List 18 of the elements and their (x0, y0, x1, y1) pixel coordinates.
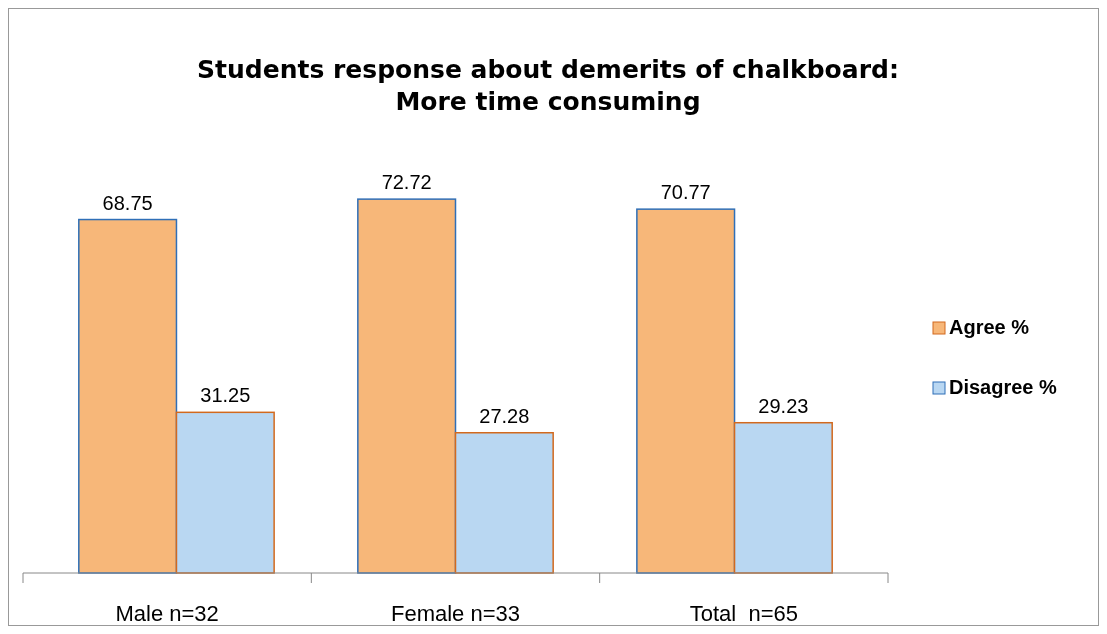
x-tick-label: Female n=33 (390, 601, 521, 626)
data-label: 72.72 (381, 171, 432, 194)
data-label: 70.77 (660, 181, 711, 204)
data-label: 31.25 (200, 384, 251, 407)
bar (454, 432, 554, 574)
x-tick-label: Male n=32 (115, 601, 219, 626)
legend-label: Disagree % (949, 376, 1058, 398)
data-label: 29.23 (758, 394, 809, 417)
legend-label: Agree % (949, 316, 1030, 338)
chart-title: Students response about demerits of chalkboard: More time consuming (197, 55, 899, 116)
data-label: 68.75 (102, 191, 153, 214)
bar (733, 421, 833, 574)
data-label: 27.28 (479, 404, 530, 427)
x-tick-label: Total n=65 (689, 601, 798, 626)
bar (636, 208, 736, 574)
bar (78, 218, 178, 574)
bar (175, 411, 275, 574)
bar (357, 198, 457, 574)
